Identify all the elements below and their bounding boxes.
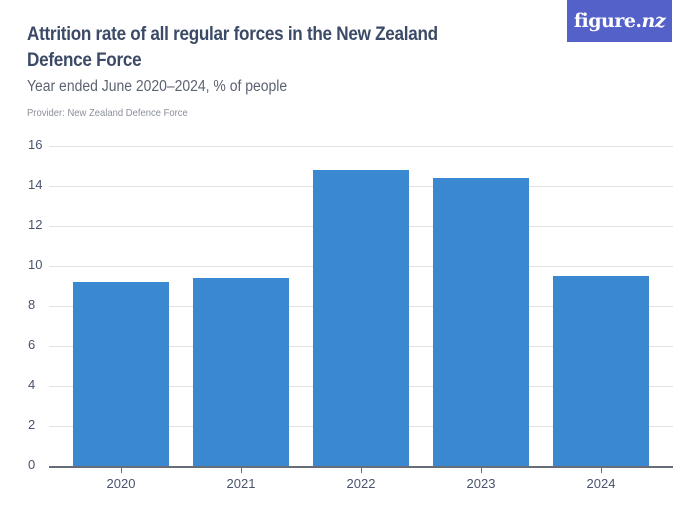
y-axis-tick-label: 4 <box>28 377 36 392</box>
y-axis-tick-label: 8 <box>28 297 36 312</box>
x-axis-tick <box>241 467 242 473</box>
gridline <box>49 146 673 147</box>
x-axis-line <box>49 466 673 468</box>
bar-2024[interactable] <box>553 276 649 466</box>
y-axis-tick-label: 10 <box>28 257 43 272</box>
chart-title: Attrition rate of all regular forces in … <box>27 24 438 71</box>
y-axis-tick-label: 14 <box>28 177 43 192</box>
x-axis-label: 2020 <box>106 476 136 491</box>
bar-2021[interactable] <box>193 278 289 466</box>
data-provider: Provider: New Zealand Defence Force <box>27 107 188 119</box>
x-axis-label: 2024 <box>586 476 616 491</box>
x-axis-tick <box>481 467 482 473</box>
logo-text: figure. <box>573 10 642 32</box>
chart-subtitle: Year ended June 2020–2024, % of people <box>27 78 288 95</box>
x-axis-label: 2022 <box>346 476 376 491</box>
y-axis-tick-label: 2 <box>28 417 36 432</box>
logo-suffix: nz <box>641 10 666 32</box>
x-axis-tick <box>361 467 362 473</box>
x-axis-tick <box>601 467 602 473</box>
bar-2023[interactable] <box>433 178 529 466</box>
x-axis-label: 2023 <box>466 476 496 491</box>
y-axis-tick-label: 6 <box>28 337 36 352</box>
figure-nz-logo[interactable]: figure. nz <box>567 0 672 42</box>
y-axis-tick-label: 16 <box>28 137 43 152</box>
x-axis-label: 2021 <box>226 476 256 491</box>
y-axis-tick-label: 12 <box>28 217 43 232</box>
x-axis-tick <box>121 467 122 473</box>
bar-2022[interactable] <box>313 170 409 466</box>
bar-2020[interactable] <box>73 282 169 466</box>
y-axis-tick-label: 0 <box>28 457 36 472</box>
